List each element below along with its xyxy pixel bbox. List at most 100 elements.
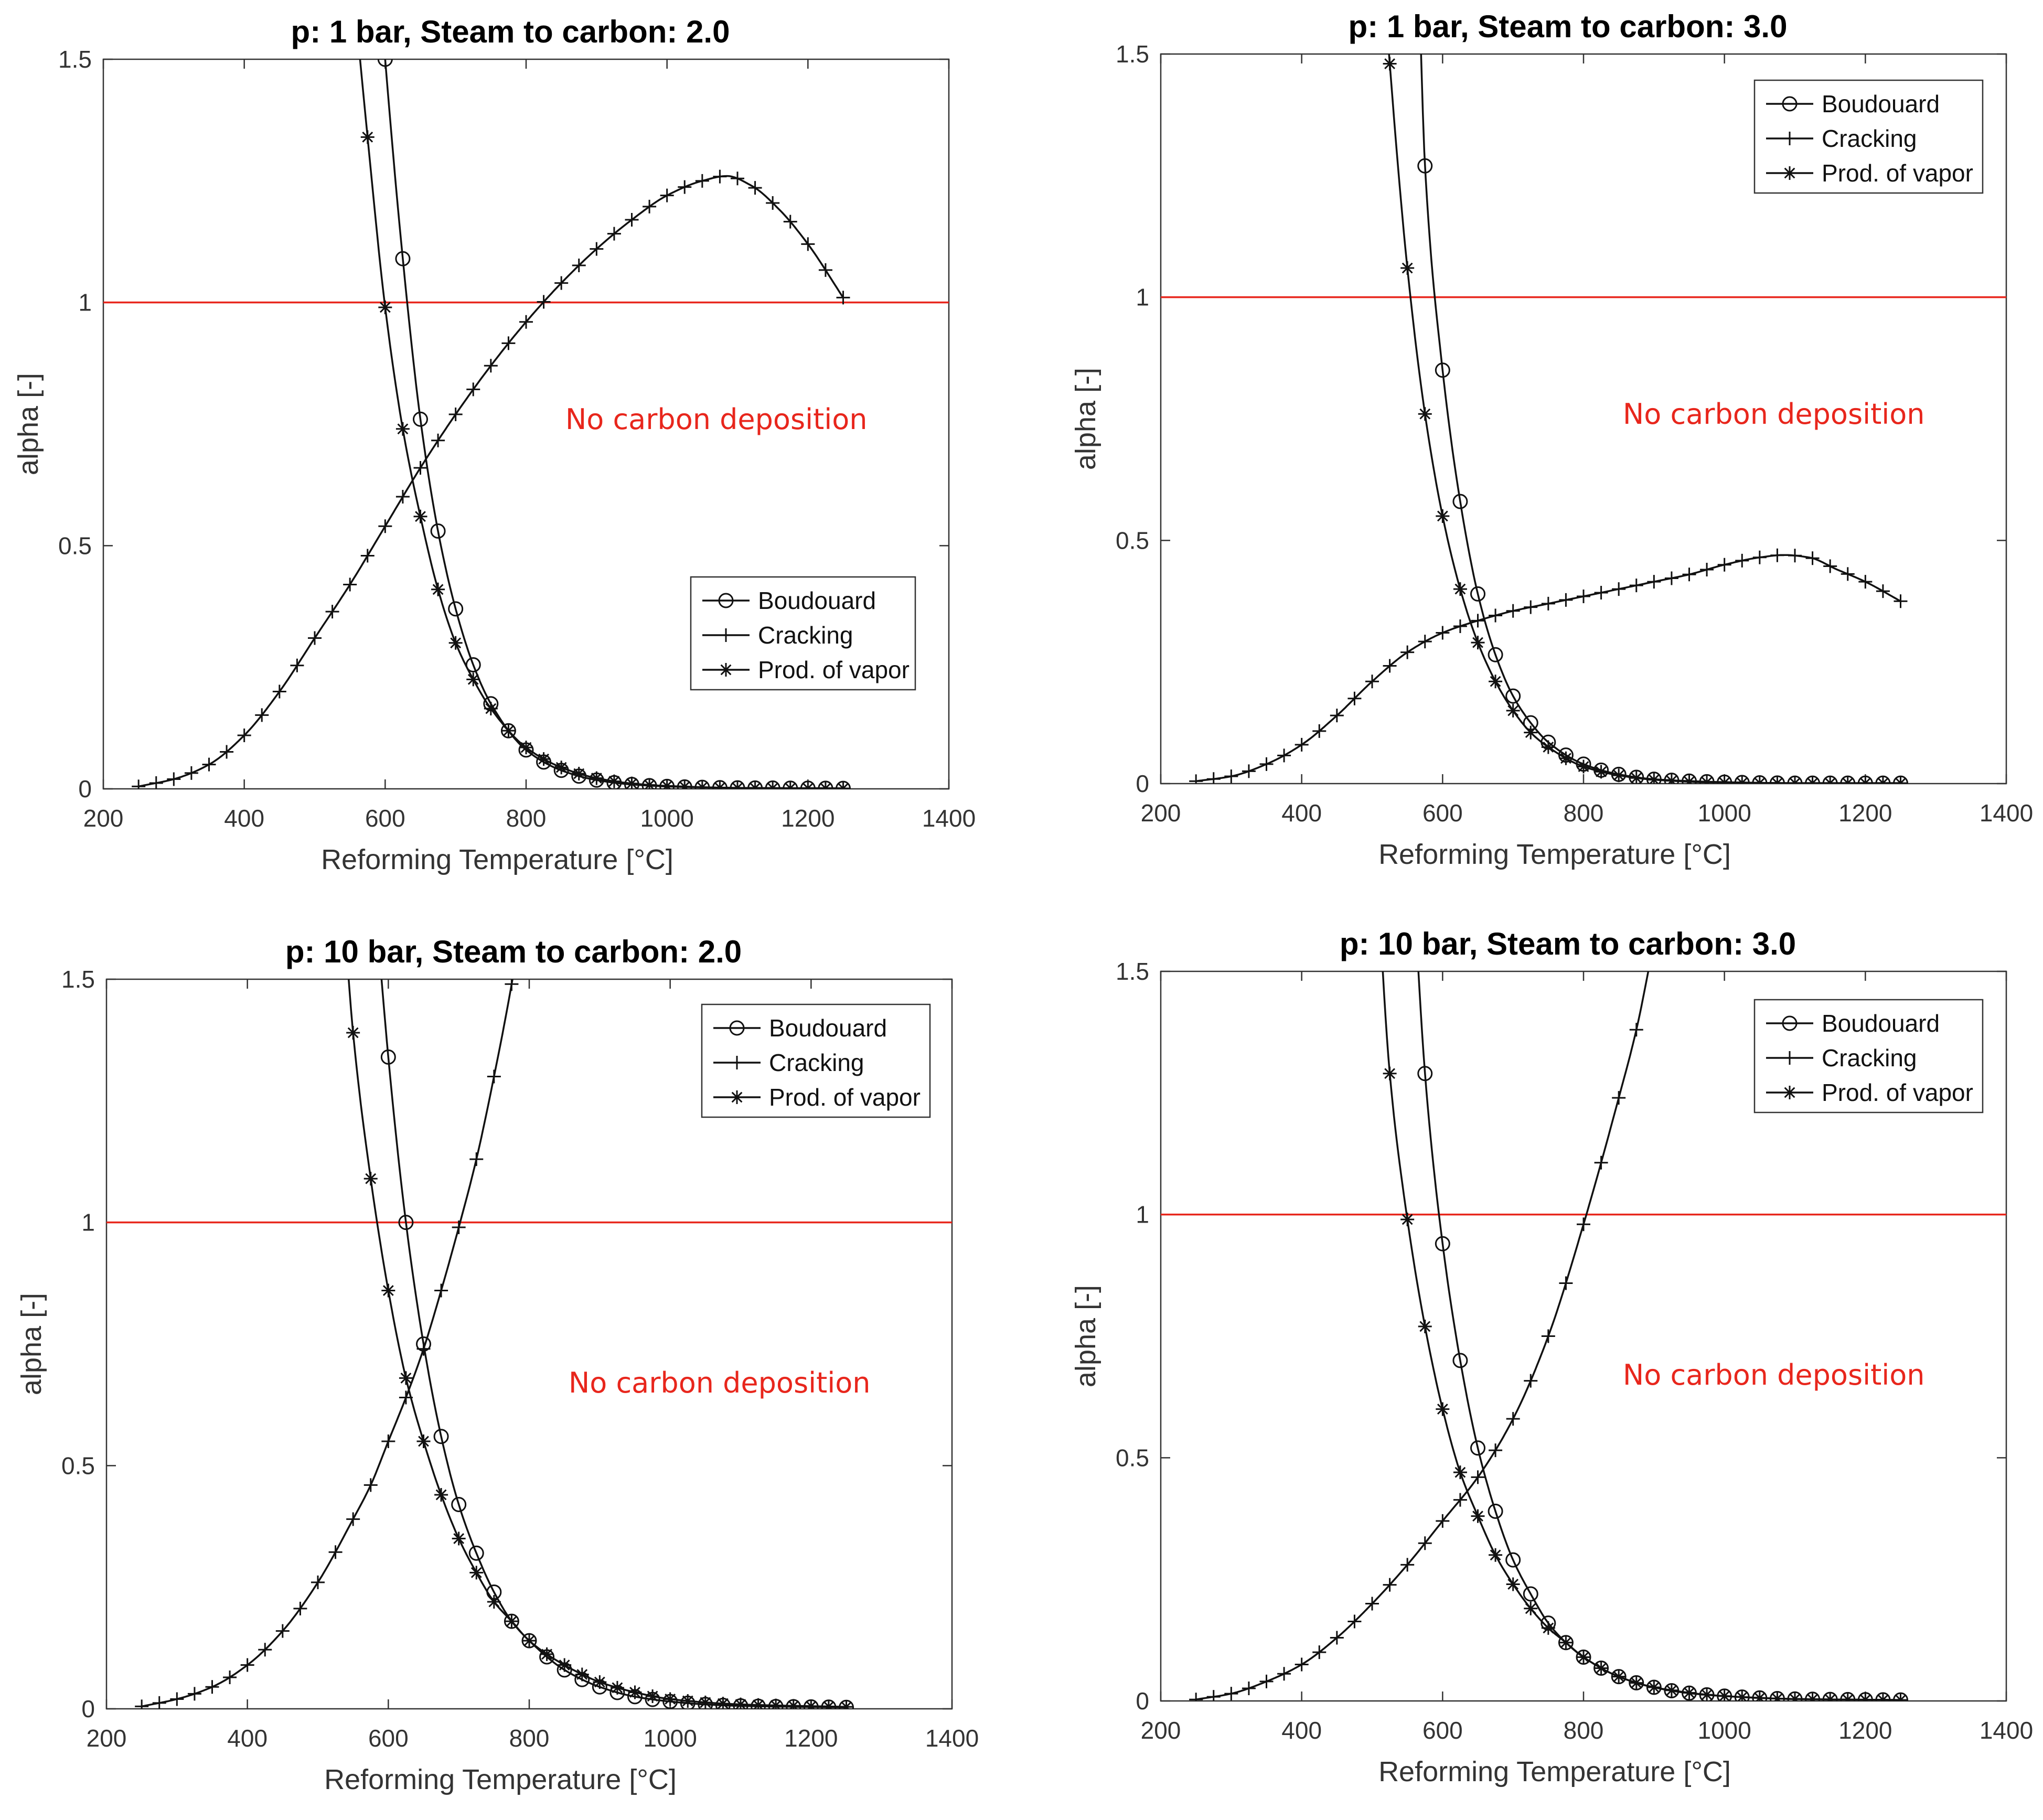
data-point-plus — [1524, 1374, 1538, 1388]
data-point-asterisk — [434, 1487, 448, 1502]
data-point-asterisk — [452, 1532, 466, 1546]
data-point-circle — [1417, 1066, 1433, 1082]
data-point-plus — [501, 336, 516, 350]
data-point-plus — [272, 684, 286, 699]
data-point-asterisk — [1717, 776, 1731, 784]
legend-label: Cracking — [769, 1049, 864, 1076]
data-point-circle — [430, 523, 446, 539]
data-point-asterisk — [766, 781, 780, 789]
data-point-asterisk — [1823, 776, 1837, 784]
x-tick-label: 1000 — [643, 1725, 697, 1752]
data-point-circle — [377, 59, 393, 67]
y-tick-label: 0 — [78, 775, 92, 802]
data-point-asterisk — [751, 1698, 765, 1709]
data-point-asterisk — [378, 300, 392, 314]
chart-title: p: 1 bar, Steam to carbon: 2.0 — [291, 14, 730, 49]
data-point-asterisk — [1453, 1465, 1467, 1480]
data-point-plus — [643, 199, 657, 213]
data-point-plus — [678, 180, 692, 194]
data-point-asterisk — [537, 752, 551, 766]
series-prod-of-vapor — [359, 59, 850, 789]
series-prod-of-vapor — [1382, 971, 1908, 1701]
data-point-circle — [433, 1429, 449, 1444]
x-tick-label: 200 — [87, 1725, 127, 1752]
data-point-plus — [1664, 571, 1678, 585]
data-point-asterisk — [1858, 1693, 1873, 1701]
series-prod-of-vapor — [1383, 54, 1908, 784]
data-point-plus — [413, 461, 427, 475]
data-point-asterisk — [1612, 1669, 1626, 1684]
data-point-plus — [1277, 748, 1291, 763]
series-prod-of-vapor — [346, 979, 853, 1709]
data-point-plus — [590, 242, 604, 256]
data-point-plus — [1647, 575, 1661, 589]
series-group — [135, 979, 854, 1709]
data-point-asterisk — [1524, 725, 1538, 740]
data-point-plus — [783, 215, 797, 229]
data-point-asterisk — [663, 1692, 677, 1706]
legend-marker-plus — [730, 1056, 744, 1069]
data-point-plus — [1577, 589, 1590, 603]
data-point-asterisk — [839, 1700, 853, 1709]
data-point-asterisk — [731, 781, 744, 789]
data-point-asterisk — [836, 781, 850, 789]
x-tick-label: 200 — [83, 805, 124, 832]
data-point-plus — [311, 1575, 325, 1589]
data-point-asterisk — [1682, 1686, 1696, 1700]
y-tick-label: 1.5 — [1116, 40, 1149, 68]
x-tick-label: 800 — [1564, 1717, 1604, 1744]
y-axis-label: alpha [-] — [1070, 368, 1101, 470]
data-point-plus — [801, 237, 815, 251]
data-point-asterisk — [395, 422, 410, 436]
series-group — [1189, 971, 1908, 1701]
data-point-plus — [748, 181, 762, 195]
data-point-plus — [346, 1512, 360, 1526]
data-point-plus — [275, 1624, 290, 1638]
data-point-asterisk — [716, 1697, 730, 1709]
data-point-plus — [1365, 1597, 1379, 1611]
data-point-plus — [537, 295, 551, 309]
data-point-plus — [1524, 600, 1538, 614]
data-point-plus — [431, 433, 445, 447]
data-point-circle — [1452, 494, 1468, 509]
legend-label: Boudouard — [1822, 90, 1940, 117]
data-point-asterisk — [1383, 57, 1397, 71]
data-point-asterisk — [1594, 765, 1608, 779]
x-tick-label: 1400 — [922, 805, 976, 832]
data-point-asterisk — [522, 1634, 536, 1648]
y-tick-label: 0.5 — [58, 532, 92, 559]
data-point-asterisk — [1735, 1690, 1749, 1701]
data-point-asterisk — [1418, 1319, 1432, 1333]
data-point-asterisk — [1770, 776, 1784, 784]
data-point-asterisk — [346, 1026, 360, 1040]
data-point-asterisk — [695, 780, 709, 789]
data-point-circle — [398, 1215, 414, 1230]
data-point-circle — [380, 1049, 396, 1065]
legend-marker-circle — [1782, 96, 1798, 112]
annotation-text: No carbon deposition — [1623, 1358, 1925, 1391]
legend-box — [1753, 79, 1984, 194]
data-point-asterisk — [1400, 1212, 1415, 1226]
data-point-asterisk — [1524, 1601, 1538, 1615]
data-point-circle — [1470, 1440, 1485, 1456]
data-point-asterisk — [1894, 1693, 1908, 1701]
chart-panel-2: 200 400 600 800 1000 1200 1400 0 0.5 1 1.5 p: 1 bar… — [1070, 9, 2033, 870]
legend: Boudouard Cracking Prod. of vapor — [1753, 999, 1984, 1114]
x-tick-label: 1200 — [781, 805, 835, 832]
data-point-plus — [416, 1342, 431, 1356]
data-point-plus — [152, 1696, 166, 1709]
legend-label: Boudouard — [758, 587, 876, 614]
chart-panel-4: 200 400 600 800 1000 1200 1400 0 0.5 1 1.5 p: 10 ba… — [1070, 926, 2033, 1787]
data-point-asterisk — [1577, 1650, 1590, 1664]
x-tick-label: 1000 — [1697, 1717, 1751, 1744]
data-point-asterisk — [1823, 1693, 1837, 1701]
data-point-asterisk — [818, 781, 832, 789]
data-point-asterisk — [1612, 768, 1626, 783]
data-point-asterisk — [431, 582, 445, 596]
data-point-asterisk — [1805, 776, 1820, 784]
data-point-asterisk — [381, 1283, 395, 1298]
y-tick-label: 0.5 — [1116, 527, 1149, 554]
annotation-text: No carbon deposition — [569, 1366, 871, 1399]
data-point-plus — [187, 1687, 201, 1701]
